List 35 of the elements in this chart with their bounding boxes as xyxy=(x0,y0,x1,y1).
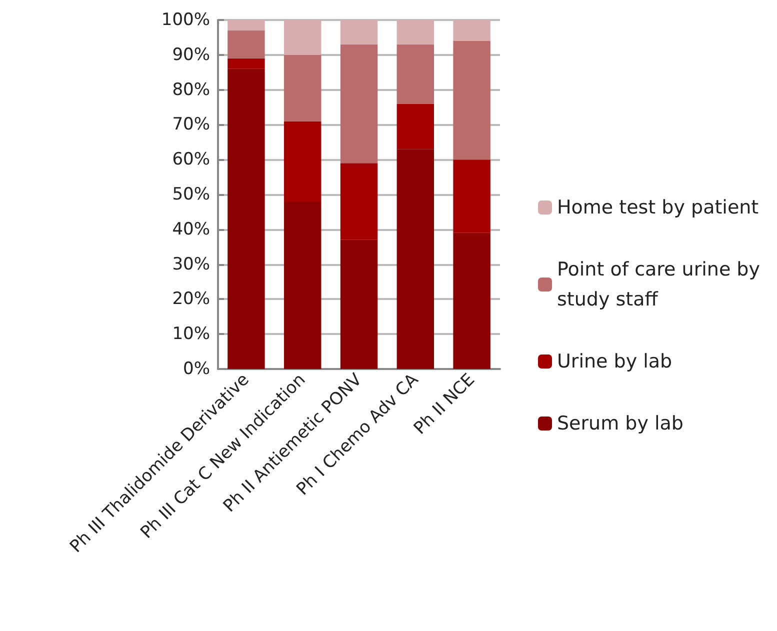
bar xyxy=(340,163,378,240)
y-tick-label: 10% xyxy=(172,324,210,344)
bar xyxy=(396,104,434,150)
bar xyxy=(396,149,434,369)
y-tick-label: 30% xyxy=(172,254,210,274)
bar xyxy=(284,54,322,122)
y-tick-label: 80% xyxy=(172,80,210,100)
y-tick-label: 100% xyxy=(161,10,210,30)
bar xyxy=(228,68,265,369)
bar xyxy=(340,240,378,369)
bar xyxy=(396,44,434,104)
bar xyxy=(340,44,378,164)
bar xyxy=(228,30,265,58)
bar xyxy=(284,20,322,55)
bar xyxy=(284,201,322,369)
y-tick-label: 50% xyxy=(172,184,210,204)
legend-label: Point of care urine by study staff xyxy=(557,258,766,310)
legend-label: Home test by patient xyxy=(557,196,759,218)
bar xyxy=(340,20,378,44)
bar xyxy=(453,40,490,160)
bar xyxy=(228,20,265,30)
bar xyxy=(453,20,490,41)
legend-label: Serum by lab xyxy=(557,412,684,434)
y-tick-label: 40% xyxy=(172,219,210,240)
y-tick-label: 20% xyxy=(172,289,210,310)
bar xyxy=(396,20,434,44)
bar xyxy=(453,160,490,233)
bar xyxy=(228,58,265,69)
legend-label: Urine by lab xyxy=(557,350,672,372)
bar xyxy=(453,232,490,369)
y-tick-label: 70% xyxy=(172,114,210,135)
y-tick-label: 90% xyxy=(172,44,210,65)
y-tick-label: 60% xyxy=(172,150,210,170)
bar xyxy=(284,121,322,202)
y-tick-label: 0% xyxy=(183,359,210,379)
